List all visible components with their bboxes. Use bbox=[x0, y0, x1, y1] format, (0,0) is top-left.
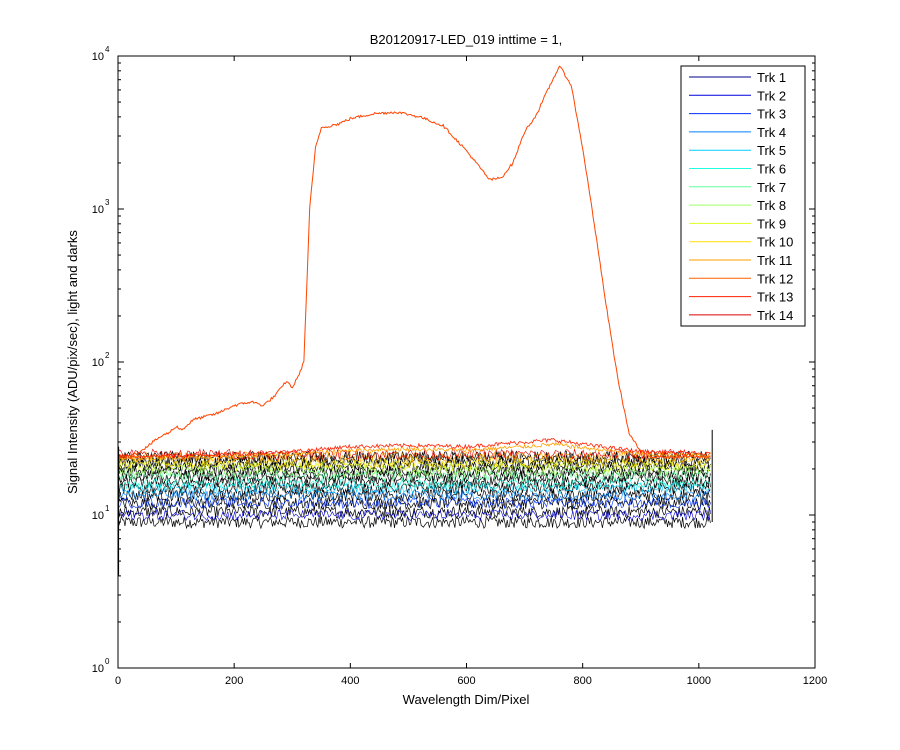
noise-trace-6 bbox=[117, 469, 711, 483]
y-tick-exponent: 3 bbox=[105, 198, 110, 207]
legend-label: Trk 7 bbox=[757, 180, 786, 195]
y-axis-label: Signal Intensity (ADU/pix/sec), light an… bbox=[65, 230, 80, 494]
x-tick-label: 1000 bbox=[687, 675, 711, 687]
legend-label: Trk 3 bbox=[757, 107, 786, 122]
legend-label: Trk 8 bbox=[757, 198, 786, 213]
dark-trace-1 bbox=[117, 515, 711, 530]
dark-trace-11 bbox=[117, 449, 711, 465]
noise-trace-8 bbox=[117, 459, 711, 473]
noise-trace-5 bbox=[117, 477, 711, 491]
legend-label: Trk 2 bbox=[757, 88, 786, 103]
legend-label: Trk 10 bbox=[757, 235, 793, 250]
legend-box bbox=[680, 65, 806, 327]
warm-trace bbox=[117, 441, 711, 461]
noise-trace-4 bbox=[117, 481, 711, 495]
noise-trace-9 bbox=[117, 456, 711, 470]
noise-trace-1 bbox=[117, 508, 711, 522]
x-tick-label: 200 bbox=[225, 675, 243, 687]
legend-label: Trk 1 bbox=[757, 70, 786, 85]
y-tick-exponent: 1 bbox=[105, 504, 110, 513]
legend: Trk 1 Trk 2 Trk 3 Trk 4 Trk 5 Trk 6 Trk 7 Trk 8… bbox=[680, 65, 806, 327]
chart-title: B20120917-LED_019 inttime = 1, bbox=[370, 32, 563, 47]
y-tick-exponent: 4 bbox=[105, 45, 110, 54]
y-tick-exponent: 0 bbox=[105, 657, 110, 666]
legend-label: Trk 11 bbox=[757, 253, 792, 268]
y-tick-label: 10 bbox=[92, 51, 104, 63]
noise-trace-3 bbox=[117, 489, 711, 502]
noise-trace-2 bbox=[117, 496, 711, 510]
x-tick-label: 600 bbox=[457, 675, 475, 687]
legend-label: Trk 5 bbox=[757, 143, 786, 158]
data-traces bbox=[117, 65, 713, 576]
legend-label: Trk 4 bbox=[757, 125, 786, 140]
legend-label: Trk 12 bbox=[757, 271, 793, 286]
x-axis: 0 200 400 600 800 1000 1200 bbox=[115, 56, 827, 687]
x-axis-label: Wavelength Dim/Pixel bbox=[403, 692, 530, 707]
y-tick-label: 10 bbox=[92, 204, 104, 216]
y-tick-label: 10 bbox=[92, 510, 104, 522]
legend-label: Trk 13 bbox=[757, 290, 793, 305]
x-tick-label: 1200 bbox=[803, 675, 827, 687]
x-tick-label: 800 bbox=[573, 675, 591, 687]
x-tick-label: 0 bbox=[115, 675, 121, 687]
y-tick-label: 10 bbox=[92, 663, 104, 675]
led-trace bbox=[117, 65, 711, 460]
hot-trace bbox=[117, 438, 711, 460]
y-tick-exponent: 2 bbox=[105, 351, 110, 360]
legend-label: Trk 6 bbox=[757, 162, 786, 177]
noise-trace-11 bbox=[117, 448, 711, 461]
legend-label: Trk 9 bbox=[757, 216, 786, 231]
legend-label: Trk 14 bbox=[757, 308, 793, 323]
x-tick-label: 400 bbox=[341, 675, 359, 687]
y-tick-label: 10 bbox=[92, 357, 104, 369]
